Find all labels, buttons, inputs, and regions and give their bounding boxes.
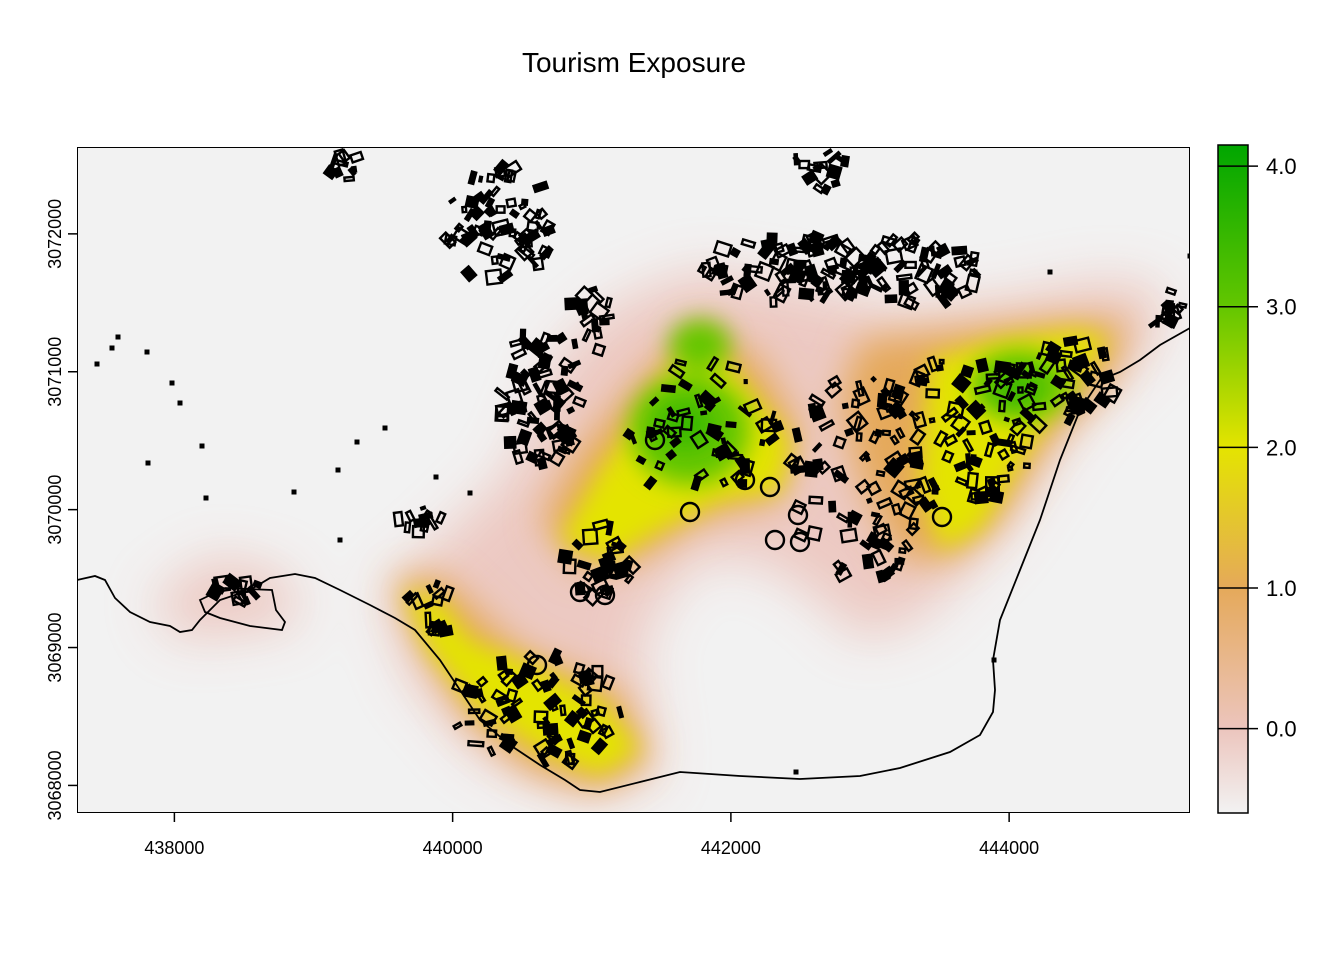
y-tick-label: 3072000	[45, 199, 65, 269]
x-tick-label: 438000	[144, 838, 204, 858]
heat-zone-peak-north	[670, 320, 730, 370]
y-axis: 3068000 3069000 3070000 3071000 3072000	[45, 199, 77, 820]
map-title: Tourism Exposure	[522, 47, 746, 78]
y-tick-label: 3070000	[45, 475, 65, 545]
legend-tick-label: 4.0	[1266, 154, 1297, 179]
y-tick-label: 3068000	[45, 750, 65, 820]
plot-area	[77, 147, 1190, 813]
building-footprints	[94, 147, 1190, 775]
color-legend: 0.0 1.0 2.0 3.0 4.0	[1217, 144, 1297, 814]
x-axis: 438000 440000 442000 444000	[144, 813, 1039, 858]
y-tick-label: 3071000	[45, 337, 65, 407]
legend-colorbar	[1217, 144, 1249, 814]
legend-tick-label: 2.0	[1266, 435, 1297, 460]
legend-tick-label: 0.0	[1266, 717, 1297, 742]
y-tick-label: 3069000	[45, 612, 65, 682]
coastline	[77, 327, 1190, 793]
legend-tick-label: 3.0	[1266, 295, 1297, 320]
legend-ticks: 0.0 1.0 2.0 3.0 4.0	[1218, 154, 1297, 742]
x-tick-label: 440000	[423, 838, 483, 858]
x-tick-label: 442000	[701, 838, 761, 858]
x-tick-label: 444000	[979, 838, 1039, 858]
legend-tick-label: 1.0	[1266, 576, 1297, 601]
